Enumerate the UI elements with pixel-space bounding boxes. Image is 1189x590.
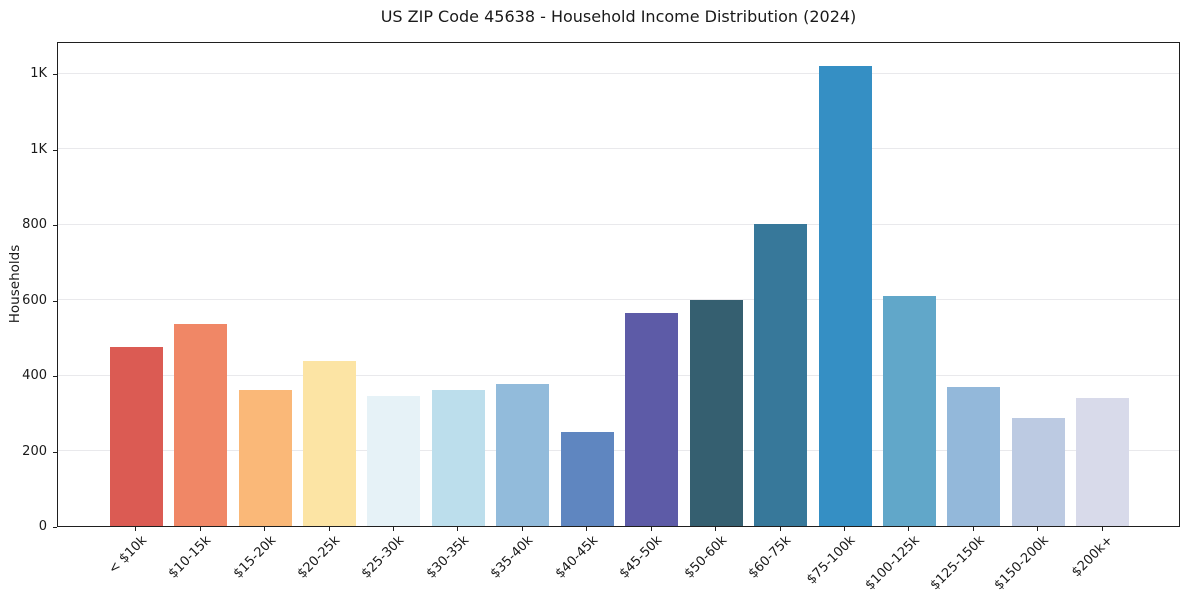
bar bbox=[689, 299, 743, 526]
bar bbox=[560, 431, 614, 526]
y-axis-tick bbox=[53, 225, 57, 227]
x-axis-tick-label-text: $15-20k bbox=[230, 533, 279, 582]
x-axis-tick bbox=[199, 527, 201, 531]
x-axis-tick bbox=[844, 527, 846, 531]
bar bbox=[367, 395, 421, 526]
x-axis-tick-label-text: $20-25k bbox=[294, 533, 344, 582]
bar bbox=[754, 224, 808, 526]
bar bbox=[947, 387, 1001, 526]
x-axis-tick bbox=[972, 527, 974, 531]
plot-area bbox=[57, 42, 1180, 527]
y-axis-tick-label: 600 bbox=[22, 292, 47, 308]
x-axis-tick-label-text: $100-125k bbox=[862, 533, 924, 590]
y-axis-tick-label: 400 bbox=[22, 368, 47, 384]
x-axis-tick-label-text: $10-15k bbox=[165, 533, 215, 582]
y-axis-tick bbox=[53, 74, 57, 76]
bar bbox=[238, 390, 292, 526]
gridline bbox=[58, 299, 1179, 301]
x-axis-tick-label-text: $200k+ bbox=[1069, 533, 1117, 581]
bar bbox=[625, 312, 679, 526]
x-axis-tick bbox=[1037, 527, 1039, 531]
bar bbox=[174, 324, 228, 526]
x-axis-tick bbox=[586, 527, 588, 531]
x-axis-tick bbox=[779, 527, 781, 531]
y-axis-tick bbox=[53, 376, 57, 378]
x-axis-tick-label-text: < $10k bbox=[105, 533, 150, 578]
bar bbox=[496, 384, 550, 526]
x-axis-tick-label-text: $75-100k bbox=[804, 533, 859, 588]
x-axis-tick-label-text: $40-45k bbox=[552, 533, 601, 582]
bar bbox=[431, 390, 485, 526]
gridline bbox=[58, 450, 1179, 452]
x-axis-tick bbox=[521, 527, 523, 531]
x-axis-tick bbox=[715, 527, 717, 531]
bar bbox=[303, 360, 357, 526]
y-axis-tick-label: 0 bbox=[38, 519, 47, 534]
x-axis-tick bbox=[135, 527, 137, 531]
bar bbox=[818, 66, 872, 526]
y-axis-tick bbox=[53, 300, 57, 302]
x-axis-tick-label-text: $125-150k bbox=[927, 533, 988, 590]
y-axis-tick-label: 1K bbox=[30, 141, 47, 157]
gridline bbox=[58, 148, 1179, 150]
x-axis-tick bbox=[328, 527, 330, 531]
x-axis-tick-label-text: $45-50k bbox=[616, 533, 666, 582]
x-axis-tick-label-text: $60-75k bbox=[745, 533, 795, 582]
x-axis-tick-label-text: $25-30k bbox=[359, 533, 408, 582]
x-axis-tick-label-text: $50-60k bbox=[681, 533, 730, 582]
y-axis-tick bbox=[53, 527, 57, 528]
y-axis-tick-label: 200 bbox=[22, 443, 47, 459]
bar bbox=[109, 346, 163, 526]
x-axis-tick bbox=[264, 527, 266, 531]
y-axis-tick-label: 800 bbox=[22, 217, 47, 233]
x-axis-tick bbox=[1101, 527, 1103, 531]
gridline bbox=[58, 72, 1179, 74]
gridline bbox=[58, 223, 1179, 225]
x-axis-tick-label-text: $150-200k bbox=[991, 533, 1052, 590]
x-axis-tick bbox=[908, 527, 910, 531]
x-axis-tick bbox=[457, 527, 459, 531]
x-axis-tick-label-text: $30-35k bbox=[423, 533, 473, 582]
x-axis-tick bbox=[650, 527, 652, 531]
y-axis-label: Households bbox=[7, 244, 23, 324]
x-axis-tick-label-text: $35-40k bbox=[487, 533, 537, 582]
y-axis-tick bbox=[53, 451, 57, 453]
bar bbox=[882, 295, 936, 526]
bar bbox=[1011, 418, 1065, 526]
y-axis-tick bbox=[53, 149, 57, 151]
gridline bbox=[58, 374, 1179, 376]
y-axis-tick-label: 1K bbox=[30, 66, 47, 82]
x-axis-tick bbox=[392, 527, 394, 531]
chart-title: US ZIP Code 45638 - Household Income Dis… bbox=[380, 7, 857, 26]
bar bbox=[1076, 398, 1130, 526]
